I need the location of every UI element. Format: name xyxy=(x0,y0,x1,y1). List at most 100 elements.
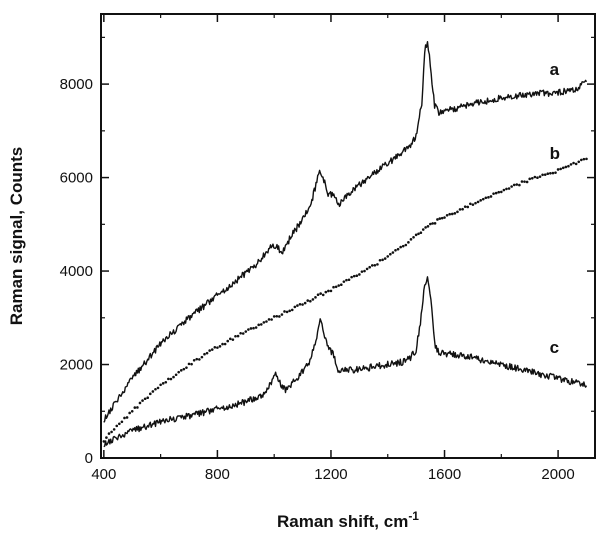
series-b-point xyxy=(577,160,581,164)
series-b-point xyxy=(554,171,557,174)
y-tick-label: 2000 xyxy=(60,357,93,374)
y-axis-ticks: 0 2000 4000 6000 8000 xyxy=(60,36,595,467)
series-b-point xyxy=(345,278,348,282)
series-b-point xyxy=(530,176,534,180)
series-b-point xyxy=(585,157,588,161)
series-b-point xyxy=(412,235,415,239)
series-b-point xyxy=(123,416,126,420)
series-b-point xyxy=(254,326,258,329)
series-a-line xyxy=(103,41,588,423)
series-b-point xyxy=(546,172,550,176)
series-b-point xyxy=(365,267,369,271)
series-b-point xyxy=(538,175,542,178)
series-b-point xyxy=(174,373,178,377)
series-b-point xyxy=(290,308,294,312)
series-b-point xyxy=(301,303,304,306)
series-b-point xyxy=(541,173,544,177)
series-b-point xyxy=(221,342,224,346)
series-b-point xyxy=(303,301,307,305)
series-b-point xyxy=(205,351,209,355)
series-b-point xyxy=(391,251,395,254)
series-b-point xyxy=(389,252,392,256)
series-b-point xyxy=(502,188,506,192)
series-b-point xyxy=(136,406,139,409)
series-b-point xyxy=(492,192,495,195)
series-b-point xyxy=(324,290,328,294)
series-b-point xyxy=(159,383,162,387)
series-b-point xyxy=(440,216,444,220)
series-b-point xyxy=(386,255,390,258)
series-b-point xyxy=(370,264,374,267)
series-b-point xyxy=(185,366,188,369)
series-b-point xyxy=(443,216,446,219)
series-b-point xyxy=(424,226,427,229)
series-b-point xyxy=(208,349,211,352)
x-tick-label: 1200 xyxy=(314,466,347,483)
series-b-point xyxy=(167,377,170,381)
series-b-point xyxy=(151,390,155,393)
series-b-point xyxy=(559,167,562,171)
series-b-point xyxy=(429,222,432,226)
x-tick-label: 2000 xyxy=(541,466,574,483)
series-b-point xyxy=(339,283,343,287)
series-b-point xyxy=(458,208,462,211)
series-b-point xyxy=(249,327,253,330)
series-b-point xyxy=(169,377,173,381)
series-b-point xyxy=(262,321,266,324)
series-b-point xyxy=(358,273,361,276)
series-b-point xyxy=(112,428,116,431)
series-b-point xyxy=(536,176,539,180)
series-b-point xyxy=(252,326,255,330)
series-b-point xyxy=(156,386,160,390)
series-b-point xyxy=(512,183,516,187)
series-b-point xyxy=(337,284,341,287)
series-b-point xyxy=(396,247,400,251)
series-b-point xyxy=(226,339,230,343)
series-b-point xyxy=(474,201,477,205)
series-b-point xyxy=(182,367,186,371)
series-b-point xyxy=(556,168,560,171)
series-b-point xyxy=(327,289,330,293)
series-b-point xyxy=(102,440,106,443)
series-labels: a b c xyxy=(550,60,560,357)
series-b-point xyxy=(306,299,310,302)
series-b-point xyxy=(487,196,490,199)
series-b-point xyxy=(515,183,519,186)
series-c-line xyxy=(103,276,588,448)
series-b-point xyxy=(510,185,513,188)
plot-frame xyxy=(100,13,596,459)
series-b-point xyxy=(125,416,129,419)
series-b-point xyxy=(141,399,144,402)
series-b-point xyxy=(161,382,165,385)
series-b-point xyxy=(523,180,526,183)
x-axis-title: Raman shift, cm-1 xyxy=(277,509,419,531)
series-b-point xyxy=(543,173,547,176)
series-b-point xyxy=(525,180,529,184)
series-label-a: a xyxy=(550,60,560,79)
series-b-point xyxy=(497,190,501,194)
series-b-point xyxy=(494,191,498,195)
series-b-point xyxy=(216,346,219,349)
series-b-point xyxy=(296,304,299,307)
series-b-point xyxy=(179,369,183,372)
series-b-point xyxy=(316,293,320,297)
series-b-point xyxy=(500,190,503,194)
series-b-point xyxy=(450,212,454,216)
series-b-point xyxy=(463,205,467,208)
series-b-point xyxy=(187,362,191,366)
series-b-point xyxy=(421,228,425,231)
series-b-point xyxy=(481,197,485,201)
series-b-point xyxy=(528,177,532,181)
series-b-point xyxy=(192,358,196,362)
series-b-point xyxy=(580,158,583,162)
series-b-point xyxy=(551,171,555,175)
series-b-point xyxy=(218,345,222,348)
series-b-point xyxy=(378,258,382,262)
series-b-point xyxy=(355,274,359,278)
series-b-point xyxy=(476,200,480,204)
series-b-point xyxy=(115,424,119,428)
series-b-point xyxy=(433,222,437,225)
series-b-point xyxy=(272,315,276,318)
series-b-point xyxy=(130,409,134,413)
series-b-point xyxy=(342,280,346,283)
